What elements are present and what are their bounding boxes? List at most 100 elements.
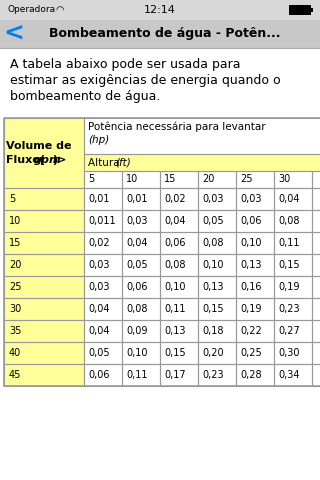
Bar — [198, 298, 236, 320]
Bar — [236, 364, 274, 386]
Bar — [198, 364, 236, 386]
Text: 0,08: 0,08 — [278, 216, 300, 226]
Bar — [4, 118, 320, 386]
Bar — [198, 276, 236, 298]
Text: 0,03: 0,03 — [88, 260, 109, 270]
Bar — [84, 254, 122, 276]
Text: 0,03: 0,03 — [126, 216, 148, 226]
Bar — [122, 320, 160, 342]
Bar — [122, 298, 160, 320]
Text: 0,04: 0,04 — [278, 194, 300, 204]
Text: 0,22: 0,22 — [240, 326, 262, 336]
Bar — [84, 188, 122, 210]
Bar — [0, 0, 320, 20]
Bar — [236, 320, 274, 342]
Text: 0,10: 0,10 — [164, 282, 186, 292]
Bar — [160, 210, 198, 232]
Text: 0,15: 0,15 — [278, 260, 300, 270]
Text: 0,03: 0,03 — [88, 282, 109, 292]
Bar — [274, 298, 312, 320]
Text: 0,13: 0,13 — [240, 260, 261, 270]
Text: 0,13: 0,13 — [164, 326, 186, 336]
Bar — [274, 364, 312, 386]
Bar — [160, 320, 198, 342]
Text: 30: 30 — [278, 175, 290, 184]
Bar — [198, 210, 236, 232]
Bar — [4, 276, 84, 298]
Bar — [274, 254, 312, 276]
Text: Volume de: Volume de — [6, 141, 71, 151]
Text: )>: )> — [52, 155, 66, 165]
Bar — [160, 320, 198, 342]
Text: 0,03: 0,03 — [240, 194, 261, 204]
Bar — [4, 210, 84, 232]
Bar — [4, 276, 84, 298]
Text: (ft): (ft) — [115, 157, 131, 168]
Text: 0,04: 0,04 — [164, 216, 186, 226]
Bar — [160, 188, 198, 210]
Bar — [312, 188, 320, 210]
Text: 10: 10 — [9, 216, 21, 226]
Bar — [4, 232, 84, 254]
Bar — [274, 276, 312, 298]
Text: Bombeamento de água - Potên...: Bombeamento de água - Potên... — [49, 27, 281, 40]
Bar — [122, 210, 160, 232]
Bar — [4, 298, 84, 320]
Bar — [84, 154, 320, 171]
Bar — [274, 298, 312, 320]
Bar — [160, 364, 198, 386]
Bar — [236, 188, 274, 210]
Bar — [4, 364, 84, 386]
Bar — [198, 232, 236, 254]
Bar — [312, 188, 320, 210]
Text: 20: 20 — [9, 260, 21, 270]
Text: 0,25: 0,25 — [240, 348, 262, 358]
Bar — [4, 254, 84, 276]
Bar — [236, 254, 274, 276]
Text: bombeamento de água.: bombeamento de água. — [10, 90, 160, 103]
Bar — [274, 320, 312, 342]
Text: 0,08: 0,08 — [202, 238, 223, 248]
Bar — [84, 276, 122, 298]
Text: 30: 30 — [9, 304, 21, 314]
Bar — [84, 232, 122, 254]
Bar — [312, 210, 320, 232]
Bar — [274, 188, 312, 210]
Bar — [236, 210, 274, 232]
Text: 0,01: 0,01 — [126, 194, 148, 204]
Text: 0,10: 0,10 — [202, 260, 223, 270]
Bar — [312, 171, 320, 188]
Bar — [274, 254, 312, 276]
Bar — [274, 364, 312, 386]
Bar — [122, 364, 160, 386]
Bar — [236, 364, 274, 386]
Text: gpm: gpm — [34, 155, 62, 165]
Bar — [122, 232, 160, 254]
Bar — [122, 276, 160, 298]
Bar — [84, 232, 122, 254]
Bar — [236, 298, 274, 320]
Bar — [274, 342, 312, 364]
Bar — [312, 276, 320, 298]
Text: 25: 25 — [240, 175, 252, 184]
Text: 0,06: 0,06 — [240, 216, 261, 226]
Bar — [122, 298, 160, 320]
Bar — [160, 276, 198, 298]
Bar — [198, 254, 236, 276]
Bar — [122, 364, 160, 386]
Bar — [198, 188, 236, 210]
Text: 0,04: 0,04 — [88, 326, 109, 336]
Text: 0,23: 0,23 — [202, 370, 224, 380]
Bar — [312, 254, 320, 276]
Bar — [198, 320, 236, 342]
Bar — [4, 320, 84, 342]
Bar — [198, 210, 236, 232]
Text: 40: 40 — [9, 348, 21, 358]
Text: Potência necessária para levantar: Potência necessária para levantar — [88, 122, 266, 132]
Bar — [160, 232, 198, 254]
Text: 0,23: 0,23 — [278, 304, 300, 314]
Bar — [236, 188, 274, 210]
Text: 10: 10 — [126, 175, 138, 184]
Bar — [160, 188, 198, 210]
Bar — [312, 210, 320, 232]
